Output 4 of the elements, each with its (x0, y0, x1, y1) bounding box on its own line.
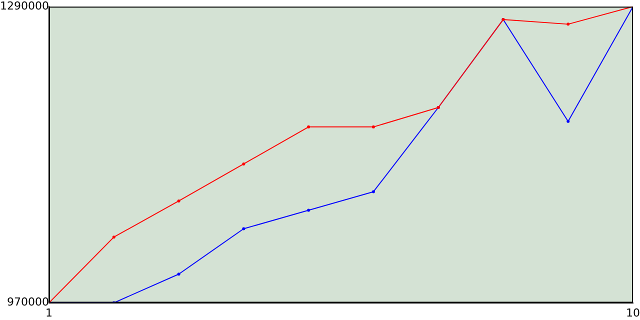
x-tick-label: 10 (626, 306, 640, 320)
x-tick-label: 1 (45, 306, 52, 320)
y-tick-label: 970000 (6, 296, 49, 309)
y-tick-label: 1290000 (0, 0, 49, 12)
